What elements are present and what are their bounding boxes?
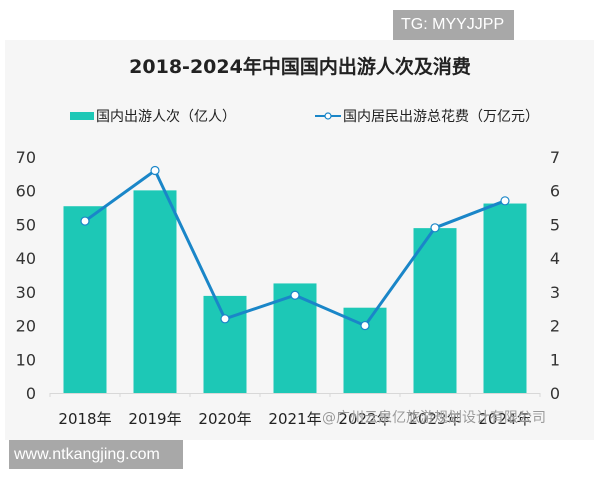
- line-marker-swatch-icon: [315, 112, 341, 120]
- left-axis-tick-label: 10: [16, 350, 36, 369]
- bar-2024年: [483, 203, 527, 393]
- line-point-marker: [150, 165, 160, 176]
- x-axis-label: 2023年: [408, 410, 461, 428]
- chart-legend: 国内出游人次（亿人） 国内居民出游总花费（万亿元）: [0, 106, 600, 126]
- line-point-marker: [80, 216, 90, 226]
- right-axis-tick-label: 7: [550, 148, 560, 167]
- left-axis-tick-label: 0: [26, 384, 36, 403]
- line-point-marker: [290, 290, 300, 300]
- line-point-marker: [360, 320, 370, 331]
- site-watermark-badge: www.ntkangjing.com: [9, 440, 183, 469]
- tg-watermark-badge: TG: MYYJJPP: [393, 10, 514, 40]
- bar-2020年: [203, 295, 247, 393]
- bar-2023年: [413, 228, 457, 393]
- bar-2018年: [63, 206, 107, 393]
- x-axis-label: 2020年: [198, 410, 251, 428]
- right-axis-tick-label: 3: [550, 283, 560, 302]
- right-axis-tick-label: 0: [550, 384, 560, 403]
- x-axis-label: 2024年: [478, 410, 531, 428]
- left-axis-tick-label: 30: [16, 283, 36, 302]
- line-point-marker: [430, 223, 440, 233]
- right-axis-tick-label: 5: [550, 215, 560, 234]
- x-axis-label: 2018年: [58, 410, 111, 428]
- left-axis-tick-label: 50: [16, 215, 36, 234]
- right-axis-tick-label: 6: [550, 182, 560, 201]
- left-axis-tick-label: 60: [16, 182, 36, 201]
- line-point-marker: [220, 314, 230, 324]
- right-axis-tick-label: 2: [550, 317, 560, 336]
- x-axis-label: 2022年: [338, 410, 391, 428]
- x-axis-label: 2021年: [268, 410, 321, 428]
- chart-title: 2018-2024年中国国内出游人次及消费: [129, 56, 471, 78]
- line-point-marker: [500, 196, 510, 206]
- bar-swatch-icon: [70, 112, 94, 120]
- left-axis-tick-label: 40: [16, 249, 36, 268]
- right-axis-tick-label: 4: [550, 249, 560, 268]
- left-axis-tick-label: 20: [16, 317, 36, 336]
- legend-item-spending: 国内居民出游总花费（万亿元）: [315, 106, 539, 126]
- legend-label-spending: 国内居民出游总花费（万亿元）: [343, 109, 539, 125]
- left-axis-tick-label: 70: [16, 148, 36, 167]
- bar-2019年: [133, 190, 177, 393]
- right-axis-tick-label: 1: [550, 350, 560, 369]
- x-axis-label: 2019年: [128, 410, 181, 428]
- legend-item-trips: 国内出游人次（亿人）: [70, 106, 236, 126]
- legend-label-trips: 国内出游人次（亿人）: [96, 109, 236, 125]
- company-watermark: @广州云泉亿旅游规划设计有限公司: [322, 410, 546, 426]
